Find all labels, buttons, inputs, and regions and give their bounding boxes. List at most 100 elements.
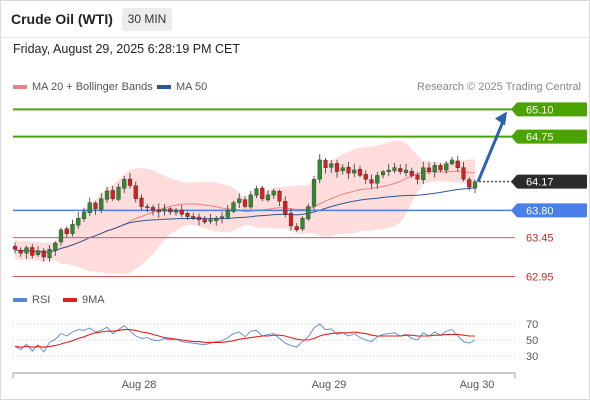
candle-body <box>346 167 351 174</box>
candle-body <box>156 209 161 213</box>
candle-body <box>260 187 265 199</box>
candle-body <box>53 242 58 251</box>
candle-body <box>363 174 368 180</box>
candle-body <box>219 216 225 219</box>
candle-body <box>139 197 144 207</box>
level-pointer-65-10 <box>511 102 517 117</box>
level-label-62-95: 62.95 <box>526 271 554 283</box>
candle-body <box>196 216 202 220</box>
candle-body <box>455 160 460 168</box>
ma50-legend-label: MA 50 <box>176 81 208 93</box>
level-label-63-80: 63.80 <box>526 205 554 217</box>
candle-body <box>81 211 87 220</box>
candle-body <box>334 163 340 172</box>
x-tick-label: Aug 29 <box>312 379 347 391</box>
level-pointer-64-17 <box>511 174 517 189</box>
credit-text: Research © 2025 Trading Central <box>416 81 581 93</box>
level-label-63-45: 63.45 <box>526 233 554 245</box>
level-label-65-10: 65.10 <box>526 104 554 116</box>
candle-body <box>340 167 345 171</box>
candle-body <box>185 213 190 217</box>
candle-body <box>202 219 207 223</box>
candle-body <box>380 171 386 176</box>
rsi-swatch <box>13 298 27 302</box>
rsi-ma9-line <box>14 329 475 348</box>
ma9-swatch <box>63 298 77 302</box>
candle-body <box>162 208 167 212</box>
candle-body <box>461 167 466 180</box>
candles-group <box>12 154 478 262</box>
candle-body <box>237 198 242 203</box>
candle-body <box>277 190 282 202</box>
candle-body <box>294 226 299 231</box>
rsi-line <box>14 323 476 353</box>
candle-body <box>110 190 115 199</box>
candle-body <box>214 217 219 222</box>
candle-body <box>18 249 23 254</box>
candle-body <box>386 169 391 172</box>
candle-body <box>24 247 29 254</box>
candle-body <box>438 165 443 171</box>
ma20-legend-label: MA 20 + Bollinger Bands <box>32 81 153 93</box>
candle-body <box>283 201 288 215</box>
candle-body <box>329 163 334 168</box>
level-box-63-80 <box>517 203 587 218</box>
level-pointer-64-75 <box>511 129 517 144</box>
candle-body <box>116 186 121 200</box>
candle-body <box>133 185 138 199</box>
candle-body <box>409 170 414 176</box>
candle-body <box>231 202 236 212</box>
candle-body <box>93 202 98 210</box>
candle-body <box>472 181 478 189</box>
candle-body <box>300 217 305 230</box>
candle-body <box>311 179 317 207</box>
candle-body <box>87 202 92 213</box>
level-box-65-10 <box>517 102 587 117</box>
candle-body <box>64 228 69 234</box>
candle-body <box>357 169 363 176</box>
candle-body <box>191 216 196 219</box>
level-box-64-75 <box>517 129 587 144</box>
candle-body <box>145 206 150 208</box>
candle-body <box>168 208 173 213</box>
candle-body <box>449 159 455 164</box>
rsi-tick-50: 50 <box>526 335 538 347</box>
rsi-tick-70: 70 <box>526 319 538 331</box>
candle-body <box>70 224 75 234</box>
candle-body <box>421 167 426 181</box>
timeframe-button[interactable]: 30 MIN <box>122 8 172 31</box>
level-label-64-75: 64.75 <box>526 132 554 144</box>
header-bar: Crude Oil (WTI) 30 MIN <box>1 1 589 38</box>
level-label-64-17: 64.17 <box>526 177 554 189</box>
candle-body <box>306 206 311 220</box>
candle-body <box>426 167 432 172</box>
candle-body <box>41 250 46 258</box>
candle-body <box>47 249 52 259</box>
x-tick-label: Aug 30 <box>460 379 495 391</box>
ma20-swatch <box>13 85 27 89</box>
candle-body <box>398 168 403 172</box>
candle-body <box>288 213 294 227</box>
forecast-arrow-head <box>495 111 507 126</box>
forecast-arrow-shaft <box>476 120 505 183</box>
candle-body <box>432 165 437 173</box>
candle-body <box>122 179 127 189</box>
candle-body <box>150 207 156 211</box>
candle-body <box>242 199 248 207</box>
ma9-legend-label: 9MA <box>82 294 105 306</box>
candle-body <box>208 219 213 222</box>
candle-body <box>271 190 276 196</box>
candle-body <box>317 159 322 180</box>
candle-body <box>12 245 18 250</box>
candle-body <box>323 159 328 168</box>
candle-body <box>173 210 179 213</box>
rsi-tick-30: 30 <box>526 351 538 363</box>
level-box-64-17 <box>517 174 587 189</box>
candle-body <box>375 175 380 184</box>
ma50-swatch <box>157 85 171 89</box>
candle-body <box>254 188 259 196</box>
candle-body <box>58 229 64 243</box>
candle-body <box>265 194 271 201</box>
